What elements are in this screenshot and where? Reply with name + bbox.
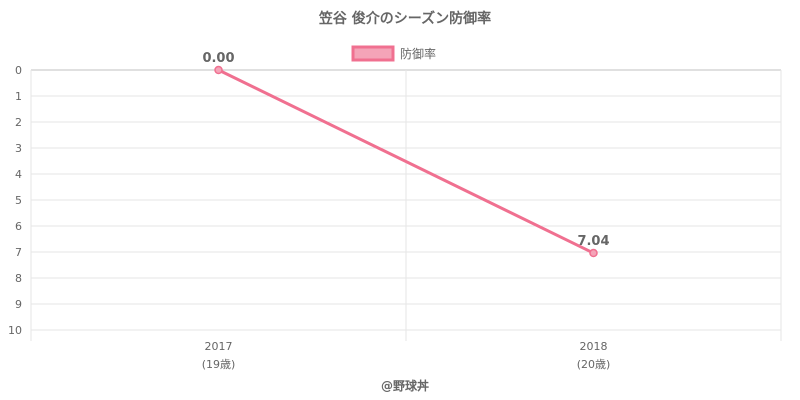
x-axis-ticks: 2017 (19歳) 2018 (20歳) xyxy=(202,340,611,371)
legend-swatch xyxy=(351,45,395,62)
series-layer xyxy=(214,65,598,258)
x-tick-label: 2018 xyxy=(580,340,608,353)
y-tick-label: 5 xyxy=(15,194,22,207)
grid xyxy=(30,69,782,341)
chart-title: 笠谷 俊介のシーズン防御率 xyxy=(318,10,491,27)
series-line xyxy=(217,68,595,255)
y-tick-label: 7 xyxy=(15,246,22,259)
legend-label: 防御率 xyxy=(400,46,436,61)
y-tick-label: 10 xyxy=(8,324,22,337)
y-tick-label: 2 xyxy=(15,116,22,129)
data-labels: 0.00 7.04 xyxy=(202,51,609,249)
y-tick-label: 4 xyxy=(15,168,22,181)
data-point[interactable] xyxy=(214,65,223,75)
y-tick-label: 3 xyxy=(15,142,22,155)
y-tick-label: 0 xyxy=(15,64,22,77)
y-tick-label: 9 xyxy=(15,298,22,311)
x-tick-sublabel: (20歳) xyxy=(577,358,611,371)
y-tick-label: 8 xyxy=(15,272,22,285)
y-tick-label: 6 xyxy=(15,220,22,233)
data-label: 7.04 xyxy=(577,234,609,249)
x-tick-label: 2017 xyxy=(205,340,233,353)
legend[interactable]: 防御率 xyxy=(351,45,436,62)
credit-text: @野球丼 xyxy=(381,378,429,393)
data-label: 0.00 xyxy=(202,51,234,66)
y-axis-ticks: 0 1 2 3 4 5 6 7 8 9 10 xyxy=(8,64,22,337)
y-tick-label: 1 xyxy=(15,90,22,103)
data-point[interactable] xyxy=(589,248,598,258)
x-tick-sublabel: (19歳) xyxy=(202,358,236,371)
